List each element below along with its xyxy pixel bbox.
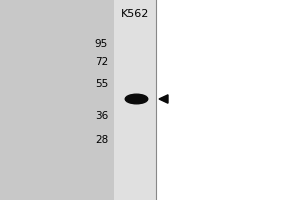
Ellipse shape bbox=[125, 94, 148, 104]
Text: 55: 55 bbox=[95, 79, 108, 89]
Bar bbox=[0, 0, 156, 200]
Polygon shape bbox=[159, 95, 168, 103]
Bar bbox=[114, 0, 156, 200]
Text: 72: 72 bbox=[95, 57, 108, 67]
Text: 36: 36 bbox=[95, 111, 108, 121]
Text: 28: 28 bbox=[95, 135, 108, 145]
Text: 95: 95 bbox=[95, 39, 108, 49]
Text: K562: K562 bbox=[121, 9, 149, 19]
